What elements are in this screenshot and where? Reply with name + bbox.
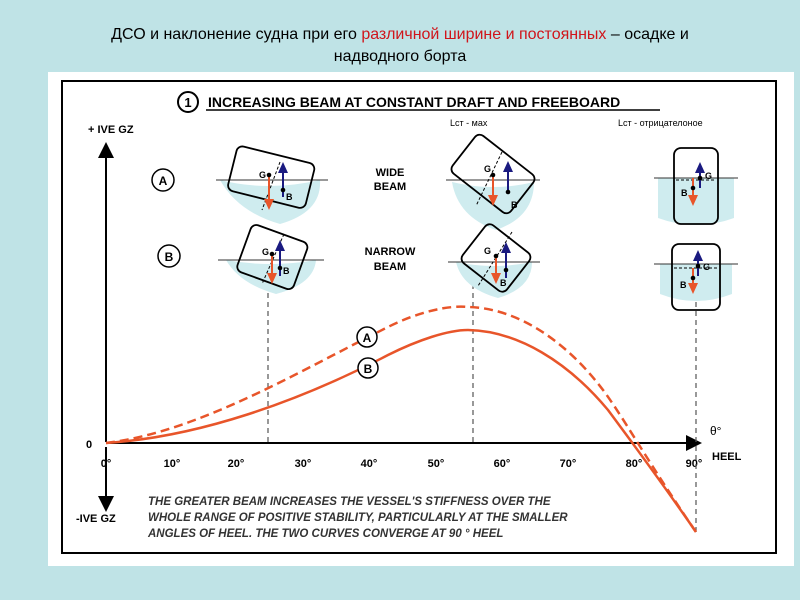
hull-b-55: G B <box>448 223 540 298</box>
narrow-beam-line-1: NARROW <box>365 246 416 258</box>
curve-b-label: B <box>364 362 373 376</box>
hull-a-25-b: B <box>286 192 293 202</box>
reference-lines <box>267 284 697 532</box>
caption-line-3: ANGLES OF HEEL. THE TWO CURVES CONVERGE … <box>147 528 503 540</box>
hull-a-55: G B <box>446 133 540 230</box>
tick-20: 20° <box>228 458 245 470</box>
row-b-badge <box>157 244 181 268</box>
title-part-1: ДСО и наклонение судна при его <box>111 26 362 43</box>
label-gz-max: Lст - мах <box>450 118 488 128</box>
tick-70: 70° <box>560 458 577 470</box>
hull-b-55-g: G <box>484 246 491 256</box>
hull-b-90-b: B <box>680 280 687 290</box>
stability-diagram: 1 INCREASING BEAM AT CONSTANT DRAFT AND … <box>61 80 777 554</box>
y-positive-label: + IVE GZ <box>88 124 134 136</box>
zero-label: 0 <box>86 439 92 451</box>
hull-a-55-g: G <box>484 164 491 174</box>
wide-beam-line-1: WIDE <box>376 167 405 179</box>
caption-line-2: WHOLE RANGE OF POSITIVE STABILITY, PARTI… <box>148 512 568 524</box>
title-line-2: надводного борта <box>333 48 467 65</box>
diagram-frame <box>61 80 777 554</box>
hull-b-25-b: B <box>283 266 290 276</box>
hull-a-55-b: B <box>511 200 518 210</box>
diagram-panel: 1 INCREASING BEAM AT CONSTANT DRAFT AND … <box>48 72 794 566</box>
curve-b <box>105 328 698 533</box>
diagram-heading: INCREASING BEAM AT CONSTANT DRAFT AND FR… <box>208 94 620 110</box>
title-part-red: различной ширине и постоянных <box>361 26 607 43</box>
tick-80: 80° <box>626 458 643 470</box>
tick-30: 30° <box>295 458 312 470</box>
curve-b-badge <box>357 357 379 379</box>
tick-40: 40° <box>361 458 378 470</box>
hull-a-90-b: B <box>681 188 688 198</box>
curve-a-badge <box>356 326 378 348</box>
row-b-letter: B <box>165 250 174 264</box>
tick-90: 90° <box>686 458 703 470</box>
hull-a-25: G B <box>216 145 328 224</box>
wide-beam-line-2: BEAM <box>374 181 406 193</box>
hull-b-55-b: B <box>500 278 507 288</box>
tick-50: 50° <box>428 458 445 470</box>
curve-a <box>105 305 698 533</box>
heel-label: HEEL <box>712 451 742 463</box>
hull-a-25-g: G <box>259 170 266 180</box>
number-badge <box>177 91 199 113</box>
row-a-letter: A <box>159 174 168 188</box>
hull-b-90-g: G <box>703 262 710 272</box>
x-tick-labels: 0° 10° 20° 30° 40° 50° 60° 70° 80° 90° <box>101 458 703 470</box>
slide-title: ДСО и наклонение судна при его различной… <box>0 24 800 68</box>
hull-b-25: G B <box>218 224 324 294</box>
label-gz-negative: Lст - отрицателоное <box>618 118 703 128</box>
hull-a-90: G B <box>654 147 738 225</box>
curve-a-label: A <box>363 331 372 345</box>
row-a-badge <box>151 168 175 192</box>
y-negative-label: -IVE GZ <box>76 513 116 525</box>
title-part-2: – осадке и <box>606 26 689 43</box>
tick-10: 10° <box>164 458 181 470</box>
hull-b-25-g: G <box>262 247 269 257</box>
tick-60: 60° <box>494 458 511 470</box>
caption-line-1: THE GREATER BEAM INCREASES THE VESSEL'S … <box>148 496 551 508</box>
number-text: 1 <box>184 95 191 110</box>
hull-b-90: G B <box>654 243 738 311</box>
theta-label: θ° <box>710 424 722 438</box>
hull-a-90-g: G <box>705 171 712 181</box>
tick-0: 0° <box>101 458 112 470</box>
narrow-beam-line-2: BEAM <box>374 261 406 273</box>
